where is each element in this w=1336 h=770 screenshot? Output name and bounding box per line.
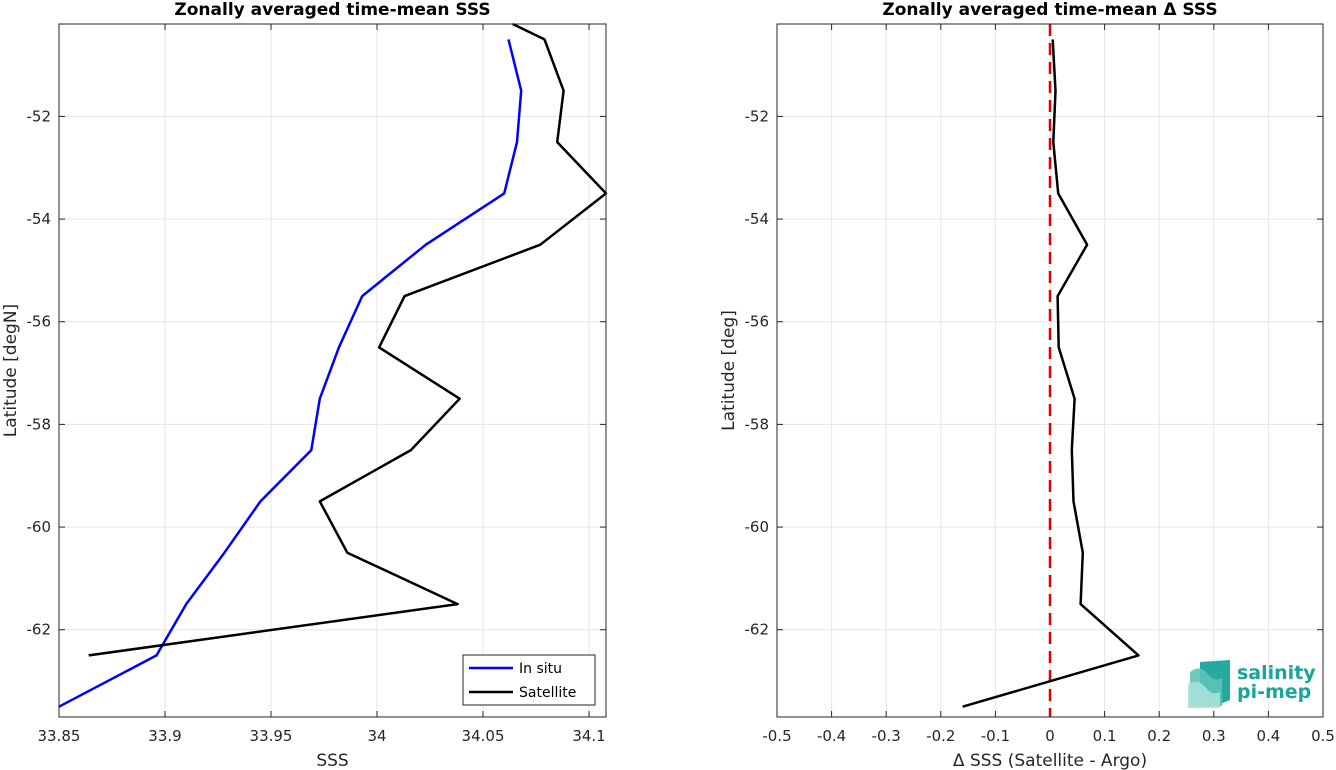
x-tick-label: -0.4 [817, 727, 846, 745]
y-tick-label: -62 [745, 621, 770, 639]
x-tick-label: 0.2 [1147, 727, 1171, 745]
left-grid [58, 24, 606, 717]
x-tick-label: 0.1 [1093, 727, 1117, 745]
left-series [58, 22, 608, 708]
right-ticks: -0.5 -0.4 -0.3 -0.2 -0.1 0 0.1 0.2 0.3 0.4 0.5 -62 -… [745, 24, 1335, 745]
series-line-satellite [88, 22, 608, 657]
left-chart-title: Zonally averaged time-mean SSS [174, 0, 490, 20]
left-chart-panel: 33.85 33.9 33.95 34 34.05 34.1 -62 -60 -58 -56 -54… [1, 0, 608, 770]
y-tick-label: -54 [27, 210, 52, 228]
left-ticks: 33.85 33.9 33.95 34 34.05 34.1 -62 -60 -58 -56 -54… [27, 24, 606, 745]
legend: In situ Satellite [462, 654, 596, 706]
salinity-pi-mep-logo: salinity pi-mep [1188, 660, 1316, 708]
x-tick-label: -0.2 [926, 727, 955, 745]
series-line-in-situ [58, 39, 523, 708]
x-tick-label: -0.1 [981, 727, 1010, 745]
x-tick-label: 0 [1045, 727, 1055, 745]
wave-logo-icon [1188, 660, 1230, 708]
right-axes-frame [776, 23, 1324, 718]
y-tick-label: -60 [745, 518, 770, 536]
left-x-axis-label: SSS [316, 751, 348, 770]
y-tick-label: -62 [27, 621, 52, 639]
right-y-axis-label: Latitude [deg] [719, 310, 739, 431]
x-tick-label: 34.05 [462, 727, 505, 745]
right-chart-title: Zonally averaged time-mean Δ SSS [882, 0, 1217, 20]
x-tick-label: 33.95 [250, 727, 293, 745]
x-tick-label: -0.3 [872, 727, 901, 745]
x-tick-label: -0.5 [762, 727, 791, 745]
logo-text-salinity: salinity [1237, 662, 1316, 684]
x-tick-label: 33.85 [38, 727, 81, 745]
right-chart-panel: -0.5 -0.4 -0.3 -0.2 -0.1 0 0.1 0.2 0.3 0.4 0.5 -62 -… [719, 0, 1335, 770]
left-axes-frame [58, 23, 607, 718]
logo-text-pi-mep: pi-mep [1237, 681, 1311, 703]
y-tick-label: -58 [745, 415, 770, 433]
y-tick-label: -52 [745, 107, 770, 125]
right-x-axis-label: Δ SSS (Satellite - Argo) [953, 751, 1147, 770]
x-tick-label: 0.3 [1202, 727, 1226, 745]
left-y-axis-label: Latitude [degN] [1, 304, 21, 437]
x-tick-label: 34.1 [572, 727, 605, 745]
series-line-delta-sss [962, 39, 1140, 708]
y-tick-label: -58 [27, 415, 52, 433]
right-series [962, 39, 1140, 708]
x-tick-label: 33.9 [148, 727, 181, 745]
legend-box [462, 654, 596, 706]
y-tick-label: -56 [745, 313, 770, 331]
legend-label-satellite: Satellite [519, 685, 576, 701]
y-tick-label: -56 [27, 313, 52, 331]
y-tick-label: -60 [27, 518, 52, 536]
y-tick-label: -54 [745, 210, 770, 228]
legend-label-in-situ: In situ [519, 661, 562, 677]
x-tick-label: 0.5 [1311, 727, 1335, 745]
left-plot-area [59, 24, 606, 717]
x-tick-label: 34 [367, 727, 386, 745]
x-tick-label: 0.4 [1256, 727, 1280, 745]
y-tick-label: -52 [27, 107, 52, 125]
